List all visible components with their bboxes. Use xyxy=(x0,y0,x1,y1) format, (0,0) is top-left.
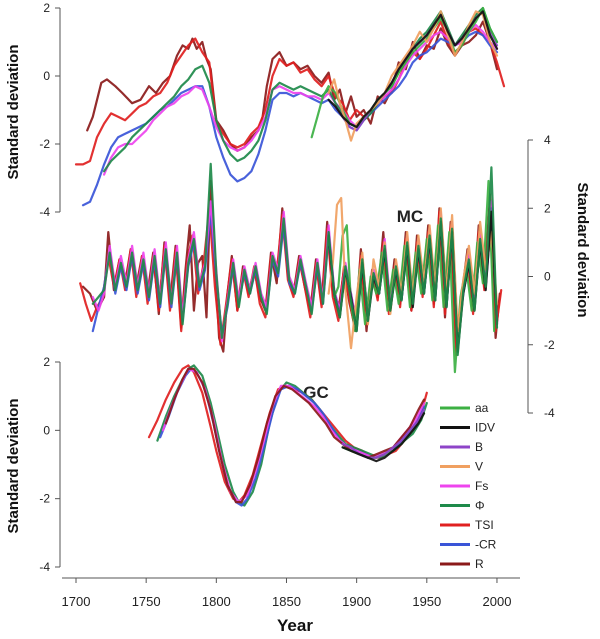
x-tick-label: 1700 xyxy=(62,594,91,609)
gc-series-Fs xyxy=(161,367,426,504)
x-axis-label: Year xyxy=(277,616,313,635)
top-series-Φ xyxy=(102,6,499,173)
mc-y-tick-label: 4 xyxy=(544,133,551,147)
top-series--CR xyxy=(81,30,499,207)
gc-series-R xyxy=(164,367,426,504)
x-tick-label: 1900 xyxy=(342,594,371,609)
top-y-tick-label: -2 xyxy=(39,137,50,151)
x-tick-label: 2000 xyxy=(483,594,512,609)
gc-y-axis-label: Standard deviation xyxy=(5,398,22,533)
top-y-tick-label: -4 xyxy=(39,205,50,219)
mc-y-tick-label: 2 xyxy=(544,201,551,215)
top-y-axis-label: Standard deviation xyxy=(5,44,22,179)
x-tick-label: 1850 xyxy=(272,594,301,609)
x-tick-label: 1800 xyxy=(202,594,231,609)
mc-y-axis-label: Standard deviation xyxy=(574,182,591,317)
legend-label-aa: aa xyxy=(475,401,489,415)
x-tick-label: 1950 xyxy=(412,594,441,609)
top-y-tick-label: 0 xyxy=(43,69,50,83)
gc-y-tick-label: -2 xyxy=(39,492,50,506)
top-series-TSI xyxy=(74,20,506,166)
mc-panel-title: MC xyxy=(397,207,423,226)
legend-label-V: V xyxy=(475,460,483,474)
top-series-V xyxy=(327,10,499,142)
top-series-IDV xyxy=(327,10,499,129)
legend-label-R: R xyxy=(475,557,484,571)
legend-label-TSI: TSI xyxy=(475,518,494,532)
mc-y-tick-label: -2 xyxy=(544,338,555,352)
mc-y-tick-label: 0 xyxy=(544,270,551,284)
mc-y-tick-label: -4 xyxy=(544,406,555,420)
top-series-R xyxy=(86,20,499,152)
top-series-Fs xyxy=(102,23,499,176)
legend-label-B: B xyxy=(475,440,483,454)
gc-y-tick-label: 0 xyxy=(43,423,50,437)
legend-label-Φ: Φ xyxy=(475,499,485,513)
top-y-tick-label: 2 xyxy=(43,1,50,15)
legend-label-IDV: IDV xyxy=(475,421,495,435)
legend-label--CR: -CR xyxy=(475,538,497,552)
x-tick-label: 1750 xyxy=(132,594,161,609)
gc-y-tick-label: -4 xyxy=(39,560,50,574)
mc-series-Φ xyxy=(91,162,499,357)
legend-label-Fs: Fs xyxy=(475,479,488,493)
gc-series-IDV xyxy=(341,412,426,463)
gc-y-tick-label: 2 xyxy=(43,355,50,369)
